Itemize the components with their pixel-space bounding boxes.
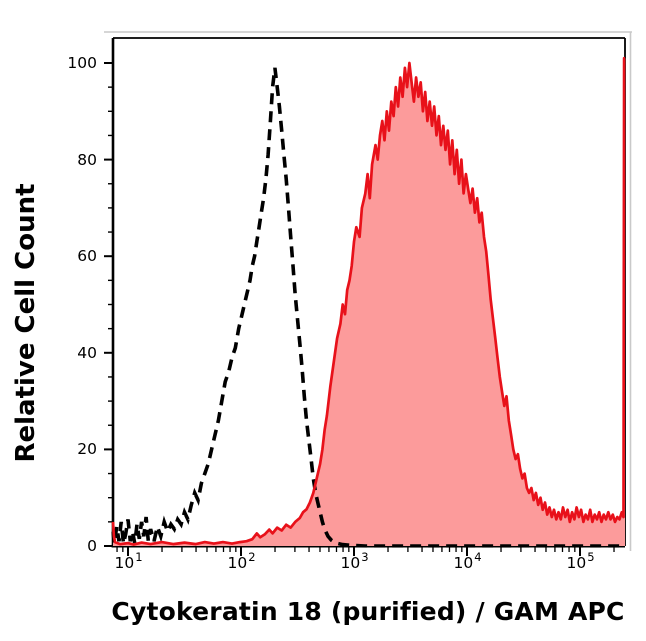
x-tick-base: 10 [453, 554, 474, 572]
x-tick-base: 10 [114, 554, 135, 572]
x-tick-label-1e3: 103 [340, 550, 368, 572]
x-axis-title: Cytokeratin 18 (purified) / GAM APC [111, 597, 625, 626]
x-tick-exponent: 2 [248, 550, 256, 564]
x-tick-base: 10 [566, 554, 587, 572]
x-tick-exponent: 4 [474, 550, 482, 564]
y-tick-label-20: 20 [77, 440, 97, 458]
stained-histogram-curve [111, 56, 626, 546]
x-tick-label-1e1: 101 [114, 550, 142, 572]
y-tick-label-80: 80 [77, 151, 97, 169]
x-axis-ticks [116, 547, 615, 556]
y-tick-label-60: 60 [77, 247, 97, 265]
y-tick-label-100: 100 [67, 54, 97, 72]
y-tick-label-40: 40 [77, 344, 97, 362]
y-tick-label-0: 0 [87, 537, 97, 555]
y-axis-ticks [104, 62, 113, 547]
x-tick-base: 10 [340, 554, 361, 572]
x-tick-exponent: 3 [361, 550, 369, 564]
x-tick-base: 10 [227, 554, 248, 572]
y-axis-title: Relative Cell Count [11, 183, 41, 463]
x-tick-label-1e4: 104 [453, 550, 481, 572]
x-tick-label-1e5: 105 [566, 550, 594, 572]
control-histogram-curve [111, 67, 625, 548]
series-layer [111, 56, 626, 548]
stained-histogram-fill [113, 58, 625, 546]
x-tick-exponent: 5 [587, 550, 595, 564]
x-tick-exponent: 1 [135, 550, 143, 564]
x-tick-label-1e2: 102 [227, 550, 255, 572]
